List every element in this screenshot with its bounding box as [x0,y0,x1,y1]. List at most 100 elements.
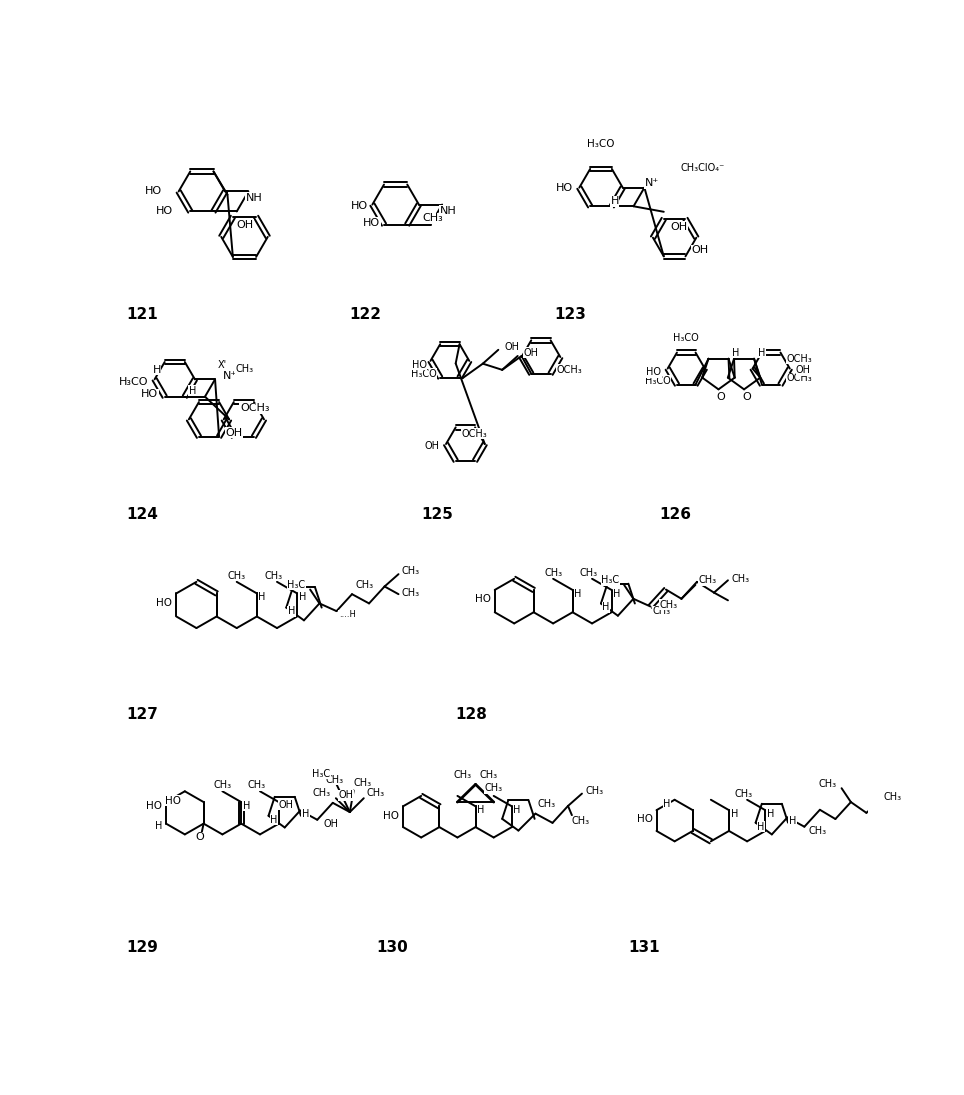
Text: H: H [288,607,295,616]
Text: 123: 123 [554,307,586,322]
Text: H: H [243,800,250,811]
Text: CH₃: CH₃ [883,793,901,803]
Text: HO: HO [475,595,491,604]
Text: N⁺: N⁺ [645,178,659,188]
Text: N⁺: N⁺ [224,371,237,381]
Text: H₃C: H₃C [287,580,306,590]
Text: H: H [189,385,196,395]
Text: CH₃: CH₃ [235,364,254,373]
Text: 124: 124 [126,507,158,522]
Text: CH₃: CH₃ [579,567,598,577]
Text: CH₃: CH₃ [653,607,671,616]
Text: H: H [733,347,739,358]
Text: 128: 128 [455,707,487,723]
Text: HO: HO [142,390,158,400]
Text: CH₃: CH₃ [572,816,590,827]
Text: H: H [514,805,521,815]
Text: CH₃: CH₃ [354,777,372,787]
Text: H₃CO: H₃CO [411,369,437,379]
Text: CH₃: CH₃ [356,580,374,590]
Text: CH₃: CH₃ [731,574,749,584]
Text: CH₃: CH₃ [485,783,503,793]
Text: OH: OH [324,819,338,829]
Text: HO: HO [351,201,368,211]
Text: H: H [258,592,266,602]
Text: H: H [731,809,737,819]
Text: OCH₃: OCH₃ [240,403,270,413]
Text: 130: 130 [376,940,408,955]
Text: H: H [602,602,610,612]
Text: H: H [610,196,619,207]
Text: H: H [477,805,485,815]
Text: HO: HO [363,218,380,228]
Text: HO: HO [156,598,173,608]
Text: OH: OH [670,221,687,232]
Text: HO: HO [556,183,574,193]
Text: H: H [302,809,309,819]
Text: CH₃: CH₃ [585,785,603,796]
Text: OCH₃: OCH₃ [787,354,813,364]
Text: HO: HO [147,800,162,811]
Text: 126: 126 [659,507,691,522]
Text: H: H [758,347,765,358]
Text: CH₃: CH₃ [544,567,562,577]
Text: H: H [281,800,287,811]
Text: H₃CO: H₃CO [587,139,615,149]
Text: HO: HO [156,207,174,217]
Text: CH₃: CH₃ [735,788,752,798]
Text: OCH₃: OCH₃ [557,365,582,374]
Text: O: O [716,392,725,402]
Text: HO: HO [384,810,399,820]
Text: NH: NH [246,193,263,203]
Text: H: H [299,592,306,602]
Text: CH₃: CH₃ [402,566,419,576]
Text: H: H [766,809,774,819]
Text: CH₃: CH₃ [538,799,556,809]
Text: H: H [270,815,278,825]
Text: OCH₃: OCH₃ [787,373,813,383]
Text: 121: 121 [126,307,158,322]
Text: CH₃: CH₃ [312,787,331,798]
Text: 129: 129 [126,940,158,955]
Text: O: O [196,832,204,842]
Text: HO: HO [412,360,427,370]
Text: CH₃: CH₃ [454,770,471,780]
Text: HO: HO [636,815,653,825]
Text: H₃CO: H₃CO [674,333,699,343]
Text: CH₃: CH₃ [659,600,678,610]
Text: OH: OH [504,342,520,351]
Text: OH: OH [796,365,811,376]
Text: X': X' [218,360,227,370]
Text: H: H [152,365,161,374]
Text: CH₃: CH₃ [423,214,443,223]
Text: OH: OH [425,441,440,451]
Text: H: H [575,589,581,599]
Text: OH: OH [237,220,254,230]
Text: CH₃: CH₃ [228,570,246,580]
Text: 131: 131 [629,940,659,955]
Text: CH₃: CH₃ [264,570,282,580]
Text: OCH₃: OCH₃ [462,428,488,438]
Text: CH₃: CH₃ [367,787,385,798]
Text: H₃C: H₃C [602,575,620,586]
Text: OH: OH [692,245,709,255]
Text: 122: 122 [349,307,381,322]
Text: H: H [613,589,621,599]
Text: H₃CO: H₃CO [119,377,148,387]
Text: CH₃ClO₄⁻: CH₃ClO₄⁻ [681,163,725,173]
Text: CH₃: CH₃ [402,588,419,598]
Text: CH₃: CH₃ [818,779,837,788]
Text: HO: HO [165,796,181,806]
Text: H: H [789,816,796,827]
Text: NH: NH [440,206,457,216]
Text: ....H: ....H [338,610,356,620]
Text: CH₃: CH₃ [326,775,343,785]
Text: CH₃: CH₃ [213,780,231,791]
Text: H₃C: H₃C [312,769,331,779]
Text: H: H [757,821,764,831]
Text: H₃CO: H₃CO [645,376,671,385]
Text: HO: HO [145,186,162,196]
Text: CH₃: CH₃ [808,826,826,835]
Text: OH: OH [279,799,294,809]
Text: OH: OH [523,348,539,358]
